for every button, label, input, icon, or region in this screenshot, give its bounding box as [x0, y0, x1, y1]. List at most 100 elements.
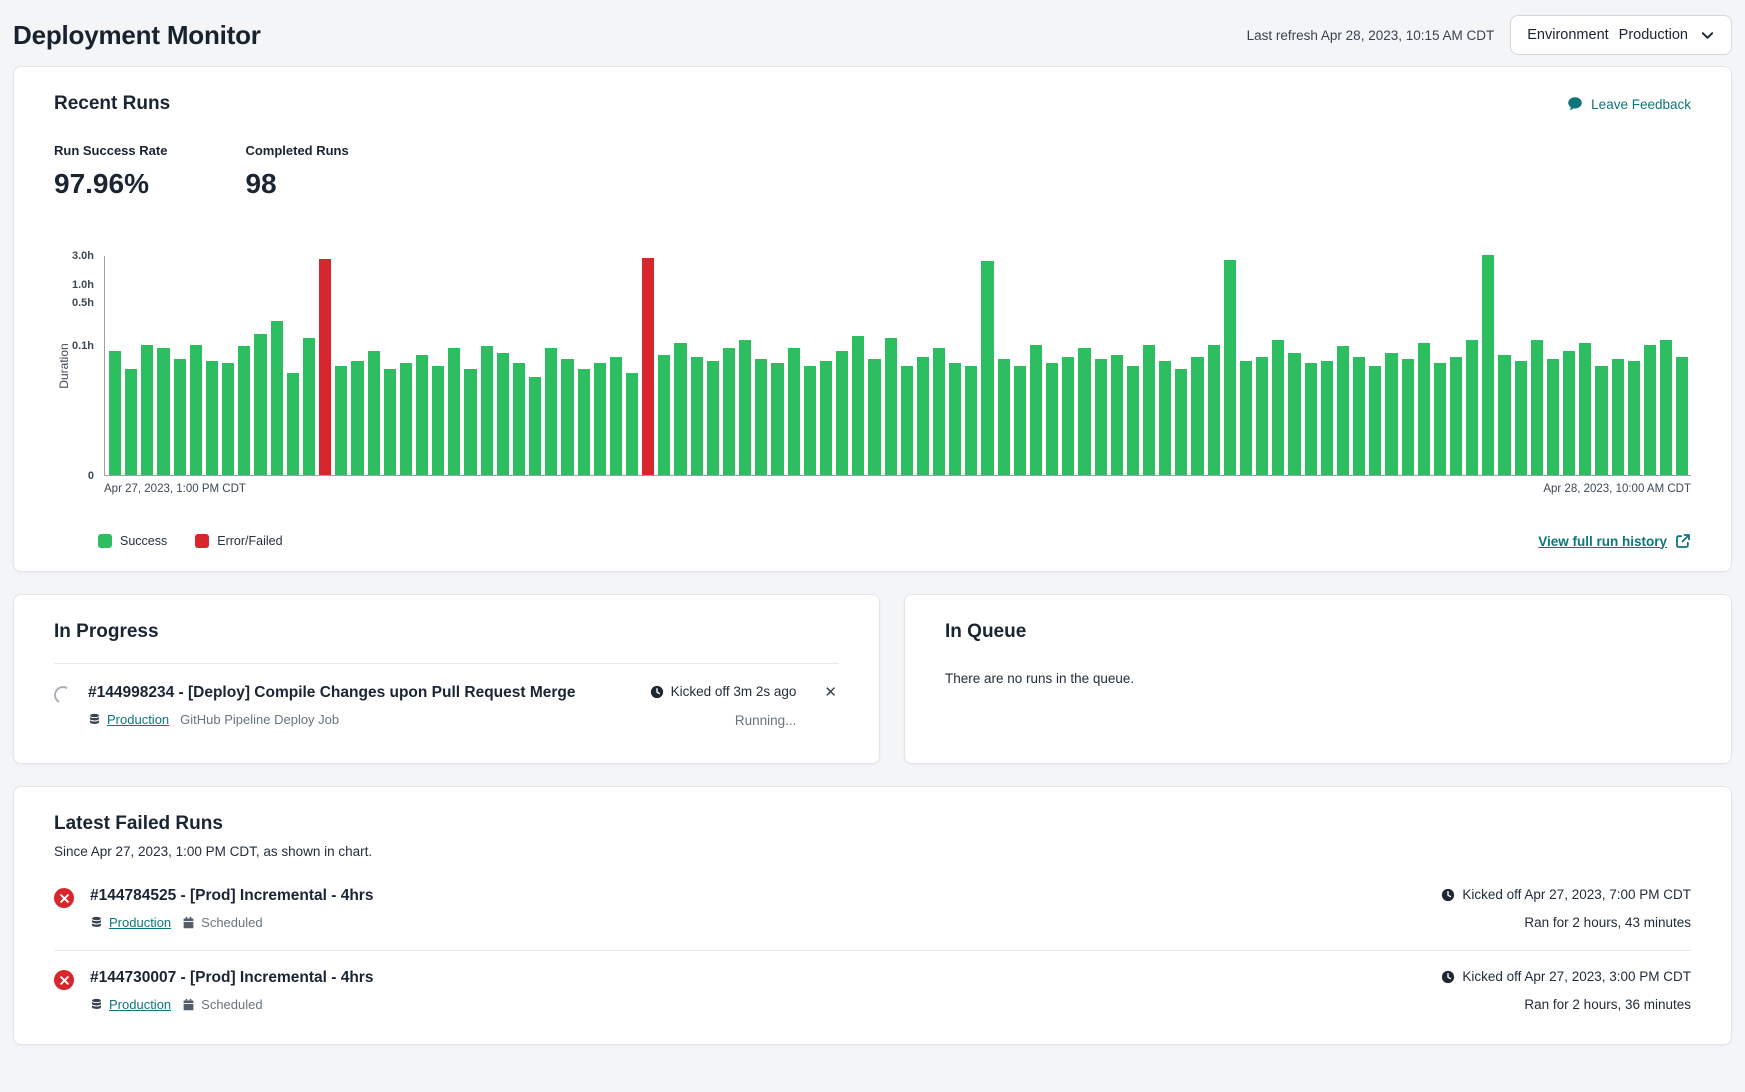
run-bar-success[interactable]: [1240, 361, 1252, 475]
run-bar-success[interactable]: [141, 345, 153, 475]
run-bar-success[interactable]: [109, 351, 121, 475]
run-bar-success[interactable]: [1466, 340, 1478, 475]
run-bar-success[interactable]: [222, 363, 234, 475]
run-bar-success[interactable]: [836, 351, 848, 475]
run-bar-success[interactable]: [271, 321, 283, 475]
view-full-run-history-link[interactable]: View full run history: [1538, 533, 1691, 549]
run-bar-success[interactable]: [545, 348, 557, 475]
run-bar-failed[interactable]: [319, 259, 331, 475]
run-bar-success[interactable]: [1159, 361, 1171, 475]
run-bar-success[interactable]: [335, 366, 347, 475]
run-bar-success[interactable]: [1660, 340, 1672, 475]
run-bar-success[interactable]: [1095, 359, 1107, 475]
run-bar-success[interactable]: [981, 261, 993, 475]
run-bar-success[interactable]: [933, 348, 945, 475]
run-bar-success[interactable]: [658, 355, 670, 475]
run-bar-success[interactable]: [885, 338, 897, 475]
run-bar-success[interactable]: [432, 366, 444, 475]
run-bar-success[interactable]: [384, 369, 396, 475]
run-bar-success[interactable]: [1418, 343, 1430, 475]
run-bar-success[interactable]: [707, 361, 719, 475]
run-bar-success[interactable]: [1208, 345, 1220, 475]
run-bar-success[interactable]: [674, 343, 686, 475]
run-bar-success[interactable]: [1143, 345, 1155, 475]
run-bar-success[interactable]: [1224, 260, 1236, 475]
run-bar-success[interactable]: [190, 345, 202, 475]
run-bar-success[interactable]: [125, 369, 137, 475]
run-bar-success[interactable]: [1305, 363, 1317, 475]
run-bar-success[interactable]: [1288, 353, 1300, 475]
run-bar-success[interactable]: [868, 359, 880, 475]
run-bar-success[interactable]: [1014, 366, 1026, 475]
environment-tag-link[interactable]: Production: [88, 712, 169, 727]
run-bar-success[interactable]: [691, 357, 703, 475]
run-bar-success[interactable]: [303, 338, 315, 475]
run-bar-success[interactable]: [578, 369, 590, 475]
run-bar-success[interactable]: [1644, 345, 1656, 475]
run-bar-success[interactable]: [416, 355, 428, 475]
run-bar-success[interactable]: [287, 373, 299, 475]
run-bar-success[interactable]: [368, 351, 380, 475]
run-bar-success[interactable]: [965, 366, 977, 475]
run-bar-success[interactable]: [917, 357, 929, 475]
run-bar-success[interactable]: [448, 348, 460, 475]
run-bar-success[interactable]: [852, 336, 864, 475]
run-bar-success[interactable]: [1078, 348, 1090, 475]
leave-feedback-link[interactable]: Leave Feedback: [1567, 96, 1691, 112]
run-bar-success[interactable]: [1402, 359, 1414, 475]
run-bar-success[interactable]: [400, 363, 412, 475]
run-bar-success[interactable]: [254, 334, 266, 475]
run-bar-success[interactable]: [497, 353, 509, 475]
run-bar-success[interactable]: [561, 359, 573, 475]
run-bar-success[interactable]: [1353, 357, 1365, 475]
environment-tag-link[interactable]: Production: [90, 915, 171, 930]
run-bar-success[interactable]: [1676, 357, 1688, 475]
run-bar-success[interactable]: [1175, 369, 1187, 475]
run-bar-success[interactable]: [1434, 363, 1446, 475]
run-bar-failed[interactable]: [642, 258, 654, 475]
run-bar-success[interactable]: [771, 363, 783, 475]
run-bar-success[interactable]: [1612, 359, 1624, 475]
environment-tag-link[interactable]: Production: [90, 997, 171, 1012]
run-bar-success[interactable]: [464, 369, 476, 475]
run-bar-success[interactable]: [1062, 357, 1074, 475]
run-bar-success[interactable]: [1515, 361, 1527, 475]
run-bar-success[interactable]: [788, 348, 800, 475]
run-bar-success[interactable]: [1321, 361, 1333, 475]
run-bar-success[interactable]: [1111, 355, 1123, 475]
run-bar-success[interactable]: [351, 361, 363, 475]
run-bar-success[interactable]: [804, 366, 816, 475]
run-bar-success[interactable]: [1498, 355, 1510, 475]
run-bar-success[interactable]: [481, 346, 493, 475]
run-bar-success[interactable]: [594, 363, 606, 475]
run-bar-success[interactable]: [1337, 346, 1349, 475]
run-bar-success[interactable]: [1579, 343, 1591, 475]
run-bar-success[interactable]: [1531, 340, 1543, 475]
environment-selector[interactable]: Environment Production: [1510, 15, 1732, 55]
run-bar-success[interactable]: [1628, 361, 1640, 475]
run-bar-success[interactable]: [157, 348, 169, 475]
run-bar-success[interactable]: [238, 346, 250, 475]
run-bar-success[interactable]: [1547, 359, 1559, 475]
run-bar-success[interactable]: [1369, 366, 1381, 475]
run-bar-success[interactable]: [1256, 357, 1268, 475]
run-bar-success[interactable]: [1482, 255, 1494, 475]
run-bar-success[interactable]: [1191, 357, 1203, 475]
run-bar-success[interactable]: [755, 359, 767, 475]
run-bar-success[interactable]: [1595, 366, 1607, 475]
run-bar-success[interactable]: [1272, 340, 1284, 475]
run-bar-success[interactable]: [820, 361, 832, 475]
run-bar-success[interactable]: [610, 357, 622, 475]
run-bar-success[interactable]: [174, 359, 186, 475]
run-bar-success[interactable]: [949, 363, 961, 475]
run-bar-success[interactable]: [901, 366, 913, 475]
run-bar-success[interactable]: [626, 373, 638, 475]
run-bar-success[interactable]: [513, 363, 525, 475]
run-bar-success[interactable]: [1046, 363, 1058, 475]
run-bar-success[interactable]: [739, 340, 751, 475]
cancel-run-button[interactable]: ✕: [822, 684, 839, 702]
run-bar-success[interactable]: [206, 361, 218, 475]
run-bar-success[interactable]: [1127, 366, 1139, 475]
run-bar-success[interactable]: [1030, 345, 1042, 475]
run-bar-success[interactable]: [1385, 353, 1397, 475]
